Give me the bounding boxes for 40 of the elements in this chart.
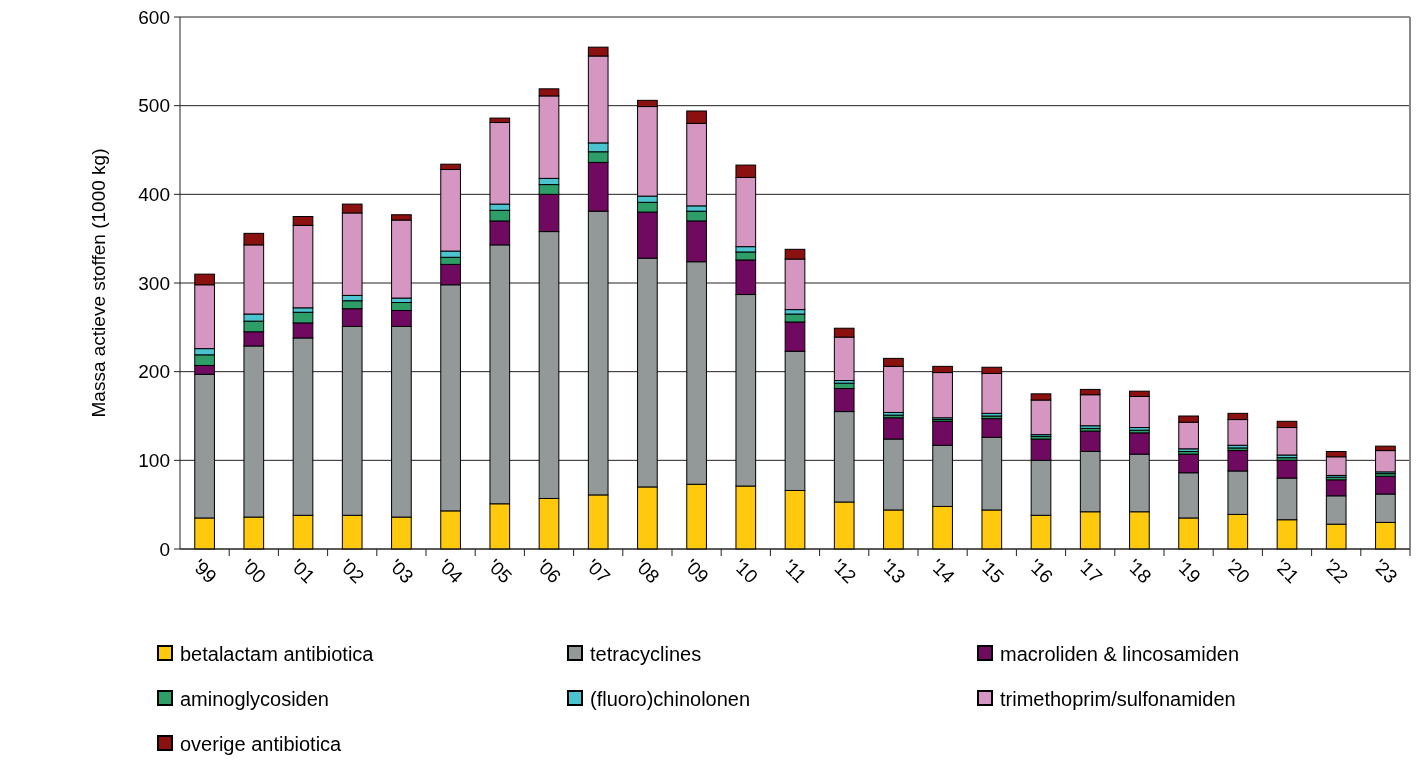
y-tick-label: 0 [159,538,170,560]
x-tick-label: '23 [1369,554,1402,588]
x-tick-label: '16 [1024,554,1058,588]
legend-label: overige antibiotica [180,733,343,755]
x-tick-label: '19 [1172,554,1205,588]
x-tick-label: '99 [188,554,221,588]
legend-label: aminoglycosiden [180,688,329,710]
legend-label: betalactam antibiotica [180,643,375,665]
y-tick-label: 500 [138,95,170,117]
x-tick-label: '00 [237,554,270,588]
x-tick-label: '11 [779,555,811,587]
x-tick-label: '10 [729,554,762,588]
x-tick-label: '05 [483,554,516,588]
y-tick-label: 400 [138,183,170,205]
y-tick-label: 600 [138,6,170,28]
y-axis-title: Massa actieve stoffen (1000 kg) [88,148,109,418]
x-tick-label: '13 [877,554,910,588]
x-tick-label: '03 [385,554,418,588]
x-tick-label: '17 [1073,554,1107,588]
x-tick-label: '22 [1319,554,1353,588]
x-tick-label: '08 [631,554,664,588]
x-tick-label: '20 [1221,554,1254,588]
legend-label: tetracyclines [590,643,702,665]
x-tick-label: '18 [1123,554,1156,588]
x-tick-label: '15 [975,554,1008,588]
x-tick-label: '06 [532,554,566,588]
x-tick-label: '07 [581,554,615,588]
x-tick-label: '04 [434,554,467,588]
x-tick-label: '21 [1270,554,1304,588]
x-tick-label: '01 [286,554,320,588]
legend-label: trimethoprim/sulfonamiden [1000,688,1236,710]
x-tick-label: '09 [680,554,713,588]
x-tick-label: '14 [926,554,959,588]
y-tick-label: 300 [138,272,170,294]
y-tick-label: 200 [138,361,170,383]
legend-label: macroliden & lincosamiden [1000,643,1240,665]
x-tick-label: '12 [827,554,861,588]
x-tick-label: '02 [335,554,369,588]
y-tick-label: 100 [138,449,170,471]
legend-label: (fluoro)chinolonen [590,688,751,710]
